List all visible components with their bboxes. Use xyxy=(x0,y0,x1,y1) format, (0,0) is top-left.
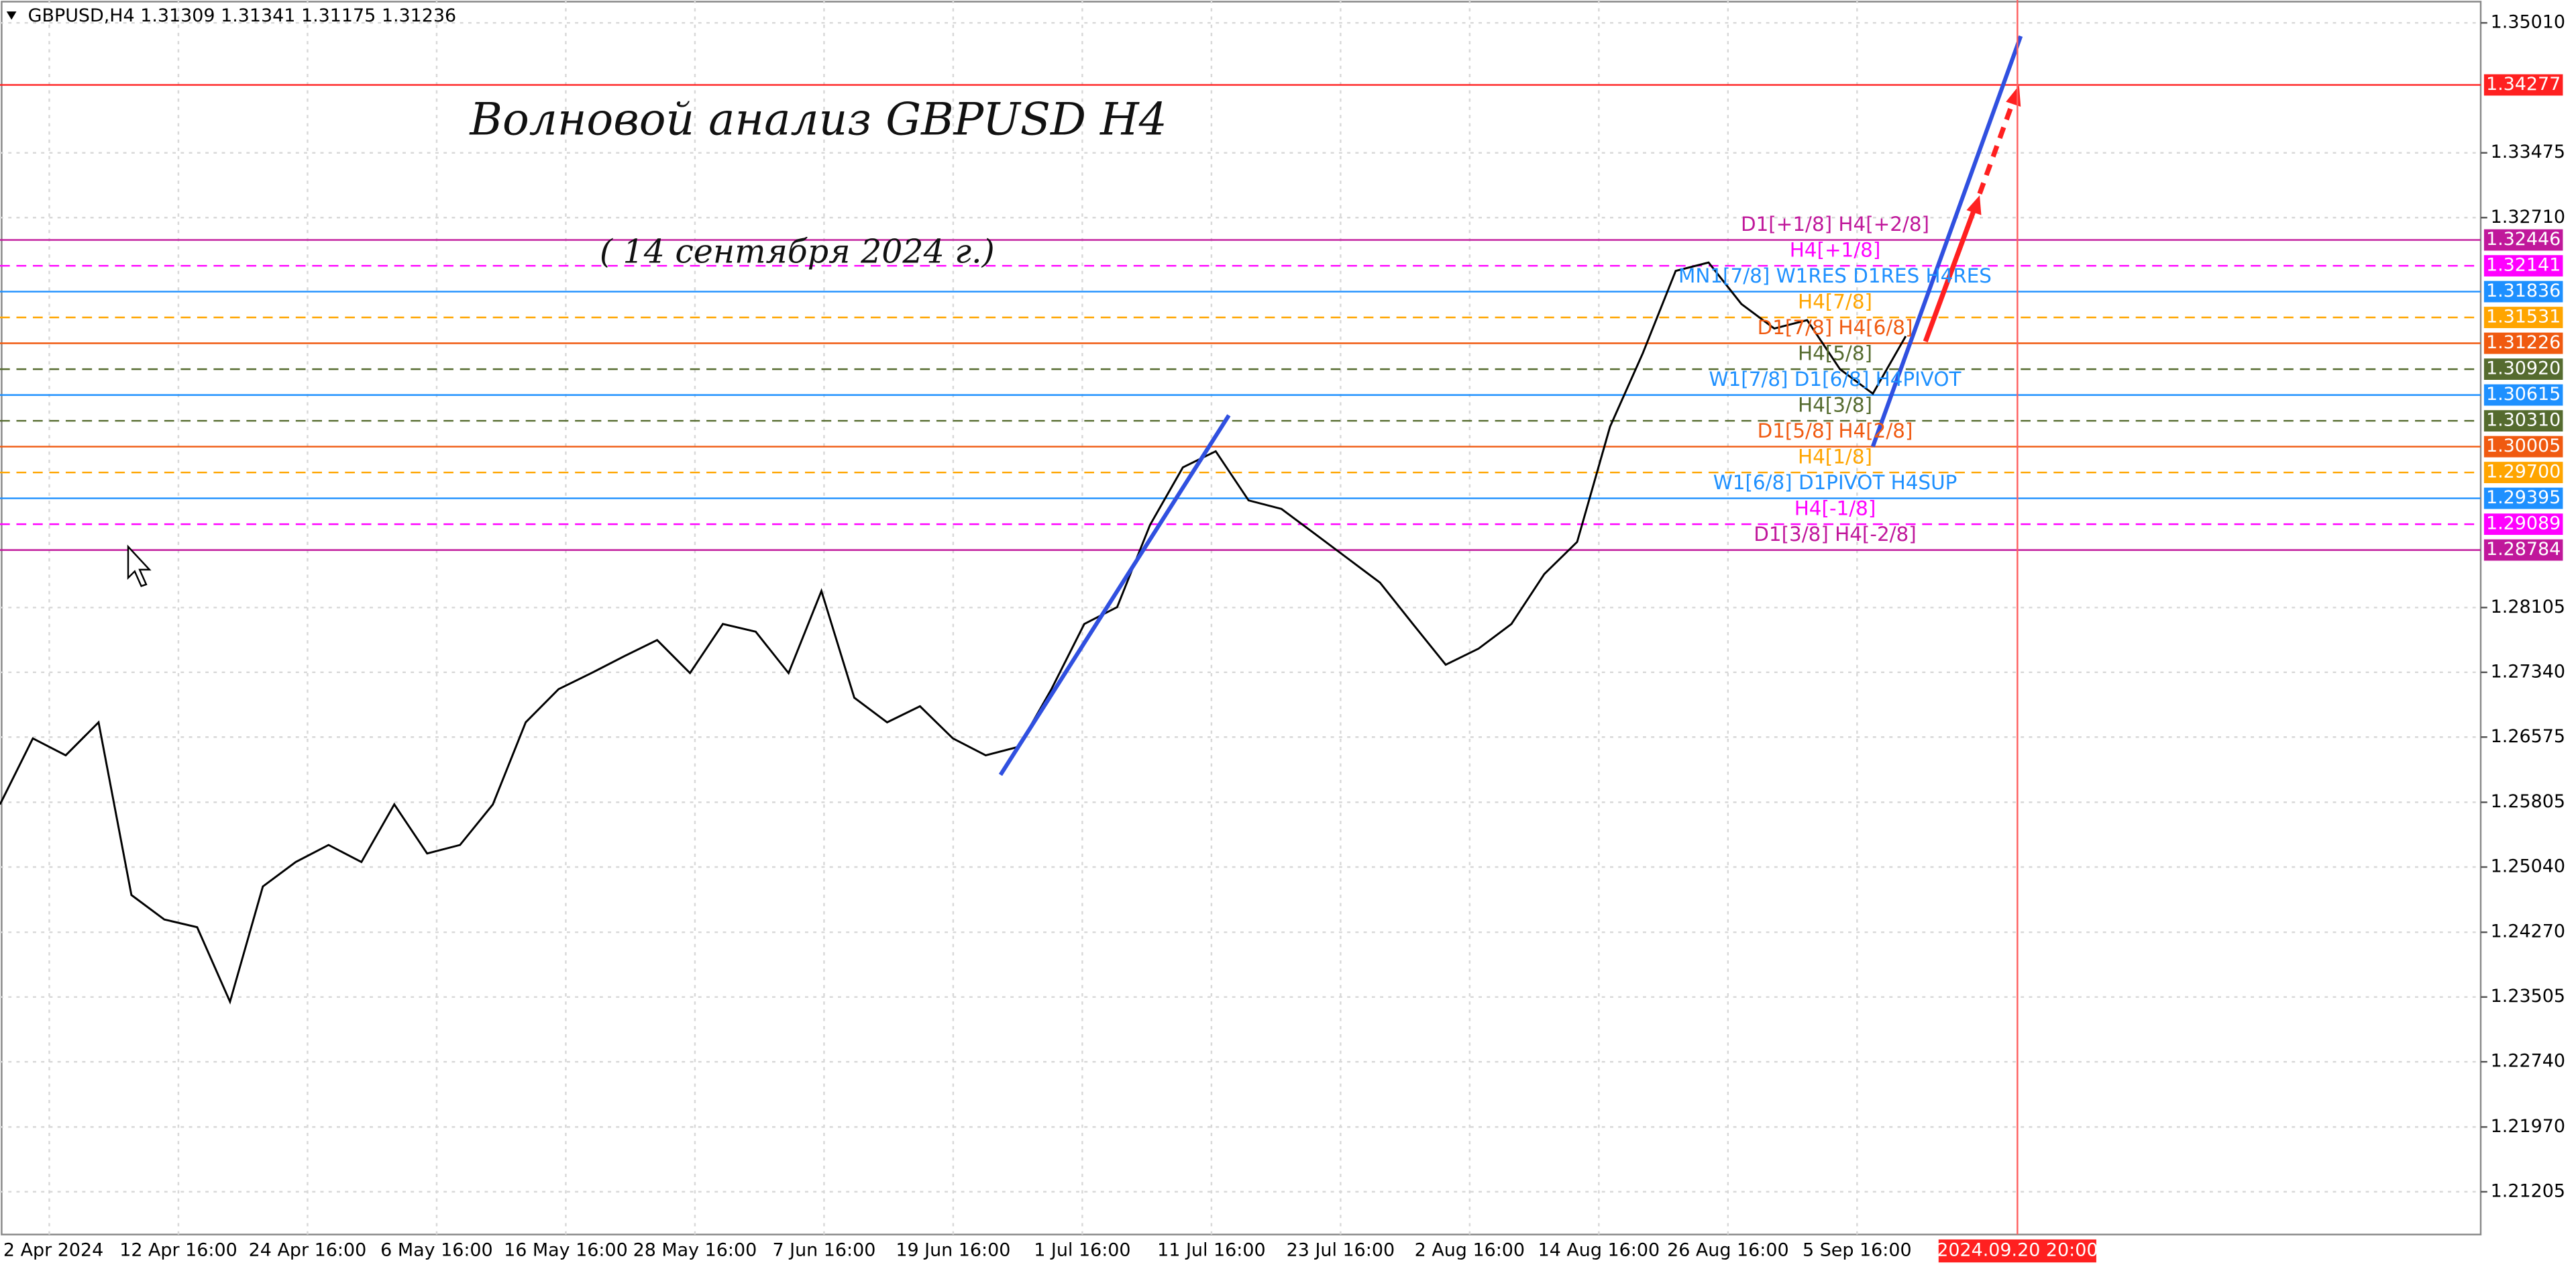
x-tick-label: 24 Apr 16:00 xyxy=(249,1240,367,1261)
x-tick-label: 7 Jun 16:00 xyxy=(772,1240,875,1261)
y-tick-label: 1.32710 xyxy=(2491,207,2565,227)
level-value: 1.31836 xyxy=(2486,281,2561,301)
x-tick-label: 12 Apr 16:00 xyxy=(119,1240,237,1261)
levels xyxy=(0,84,2481,551)
level-label: MN1[7/8] W1RES D1RES H4RES xyxy=(1678,264,1992,287)
x-tick-label: 26 Aug 16:00 xyxy=(1667,1240,1789,1261)
chart-subtitle: ( 14 сентября 2024 г.) xyxy=(600,233,995,271)
trend-line xyxy=(1870,35,2023,448)
y-tick-label: 1.35010 xyxy=(2491,12,2565,33)
level-value: 1.29700 xyxy=(2486,462,2561,483)
y-tick-label: 1.27340 xyxy=(2491,661,2565,682)
level-box xyxy=(2483,436,2563,458)
level-value: 1.29089 xyxy=(2486,513,2561,534)
level-box xyxy=(2483,462,2563,483)
y-tick-label: 1.21205 xyxy=(2491,1180,2565,1201)
y-tick-label: 1.26575 xyxy=(2491,726,2565,747)
forecast-arrow xyxy=(1977,97,2017,195)
y-tick-label: 1.23505 xyxy=(2491,986,2565,1007)
level-box xyxy=(2483,358,2563,380)
level-label: H4[-1/8] xyxy=(1794,497,1876,520)
level-value: 1.32446 xyxy=(2486,229,2561,250)
level-label: D1[3/8] H4[-2/8] xyxy=(1754,523,1916,546)
level-label: D1[7/8] H4[6/8] xyxy=(1758,316,1913,339)
x-tick-label: 28 May 16:00 xyxy=(633,1240,757,1261)
menu-icon xyxy=(6,11,17,20)
x-tick-label: 11 Jul 16:00 xyxy=(1157,1240,1265,1261)
y-tick-label: 1.33475 xyxy=(2491,142,2565,162)
x-tick-label: 19 Jun 16:00 xyxy=(896,1240,1010,1261)
series xyxy=(0,261,1907,1005)
level-label: D1[+1/8] H4[+2/8] xyxy=(1741,213,1929,236)
level-label: W1[6/8] D1PIVOT H4SUP xyxy=(1713,471,1957,494)
level-box xyxy=(2483,255,2563,276)
x-tick-label: 16 May 16:00 xyxy=(504,1240,628,1261)
level-label: H4[7/8] xyxy=(1798,291,1872,313)
level-label: H4[5/8] xyxy=(1798,342,1872,365)
x-tick-label: 23 Jul 16:00 xyxy=(1287,1240,1395,1261)
level-box xyxy=(2483,487,2563,509)
level-value: 1.30310 xyxy=(2486,410,2561,431)
level-value: 1.28784 xyxy=(2486,539,2561,560)
level-box xyxy=(2483,410,2563,432)
level-value: 1.30615 xyxy=(2486,384,2561,405)
level-box xyxy=(2483,384,2563,406)
level-box xyxy=(2483,281,2563,303)
level-value: 1.29395 xyxy=(2486,487,2561,508)
x-tick-label: 2 Apr 2024 xyxy=(3,1240,103,1261)
level-box xyxy=(2483,513,2563,536)
x-tick-label: 14 Aug 16:00 xyxy=(1538,1240,1660,1261)
x-tick-label: 1 Jul 16:00 xyxy=(1034,1240,1130,1261)
y-tick-label: 1.28105 xyxy=(2491,597,2565,617)
level-label: W1[7/8] D1[6/8] H4PIVOT xyxy=(1709,368,1962,391)
level-label: H4[3/8] xyxy=(1798,394,1872,417)
level-value: 1.30920 xyxy=(2486,358,2561,379)
y-tick-label: 1.22740 xyxy=(2491,1051,2565,1072)
level-label: D1[5/8] H4[2/8] xyxy=(1758,419,1913,442)
level-box xyxy=(2483,307,2563,328)
level-value: 1.32141 xyxy=(2486,255,2561,276)
y-tick-label: 1.25805 xyxy=(2491,791,2565,812)
grid xyxy=(0,0,2481,1235)
y-tick-label: 1.21970 xyxy=(2491,1116,2565,1137)
level-box xyxy=(2483,539,2563,561)
x-tick-label: 5 Sep 16:00 xyxy=(1803,1240,1912,1261)
cursor xyxy=(127,544,152,587)
y-tick-label: 1.24270 xyxy=(2491,921,2565,942)
level-box xyxy=(2483,229,2563,251)
price-line xyxy=(0,261,1907,1005)
level-value: 1.31531 xyxy=(2486,307,2561,327)
time-marker-label: 2024.09.20 20:00 xyxy=(1937,1240,2098,1261)
forecast-arrow xyxy=(1923,203,1979,343)
level-value: 1.31226 xyxy=(2486,332,2561,353)
level-value: 1.30005 xyxy=(2486,436,2561,456)
symbol-header: GBPUSD,H4 1.31309 1.31341 1.31175 1.3123… xyxy=(28,5,457,26)
level-label: H4[1/8] xyxy=(1798,446,1872,468)
level-label: H4[+1/8] xyxy=(1790,239,1881,262)
arrow-head xyxy=(1966,195,1982,215)
level-value: 1.34277 xyxy=(2486,74,2561,95)
trend-line xyxy=(998,414,1231,776)
level-box xyxy=(2483,332,2563,354)
y-tick-label: 1.25040 xyxy=(2491,856,2565,877)
x-tick-label: 6 May 16:00 xyxy=(380,1240,492,1261)
chart-title: Волновой анализ GBPUSD H4 xyxy=(469,93,1167,145)
level-box xyxy=(2483,74,2563,96)
time-marker-box xyxy=(1938,1239,2096,1263)
x-tick-label: 2 Aug 16:00 xyxy=(1415,1240,1525,1261)
plot-frame xyxy=(1,1,2482,1235)
